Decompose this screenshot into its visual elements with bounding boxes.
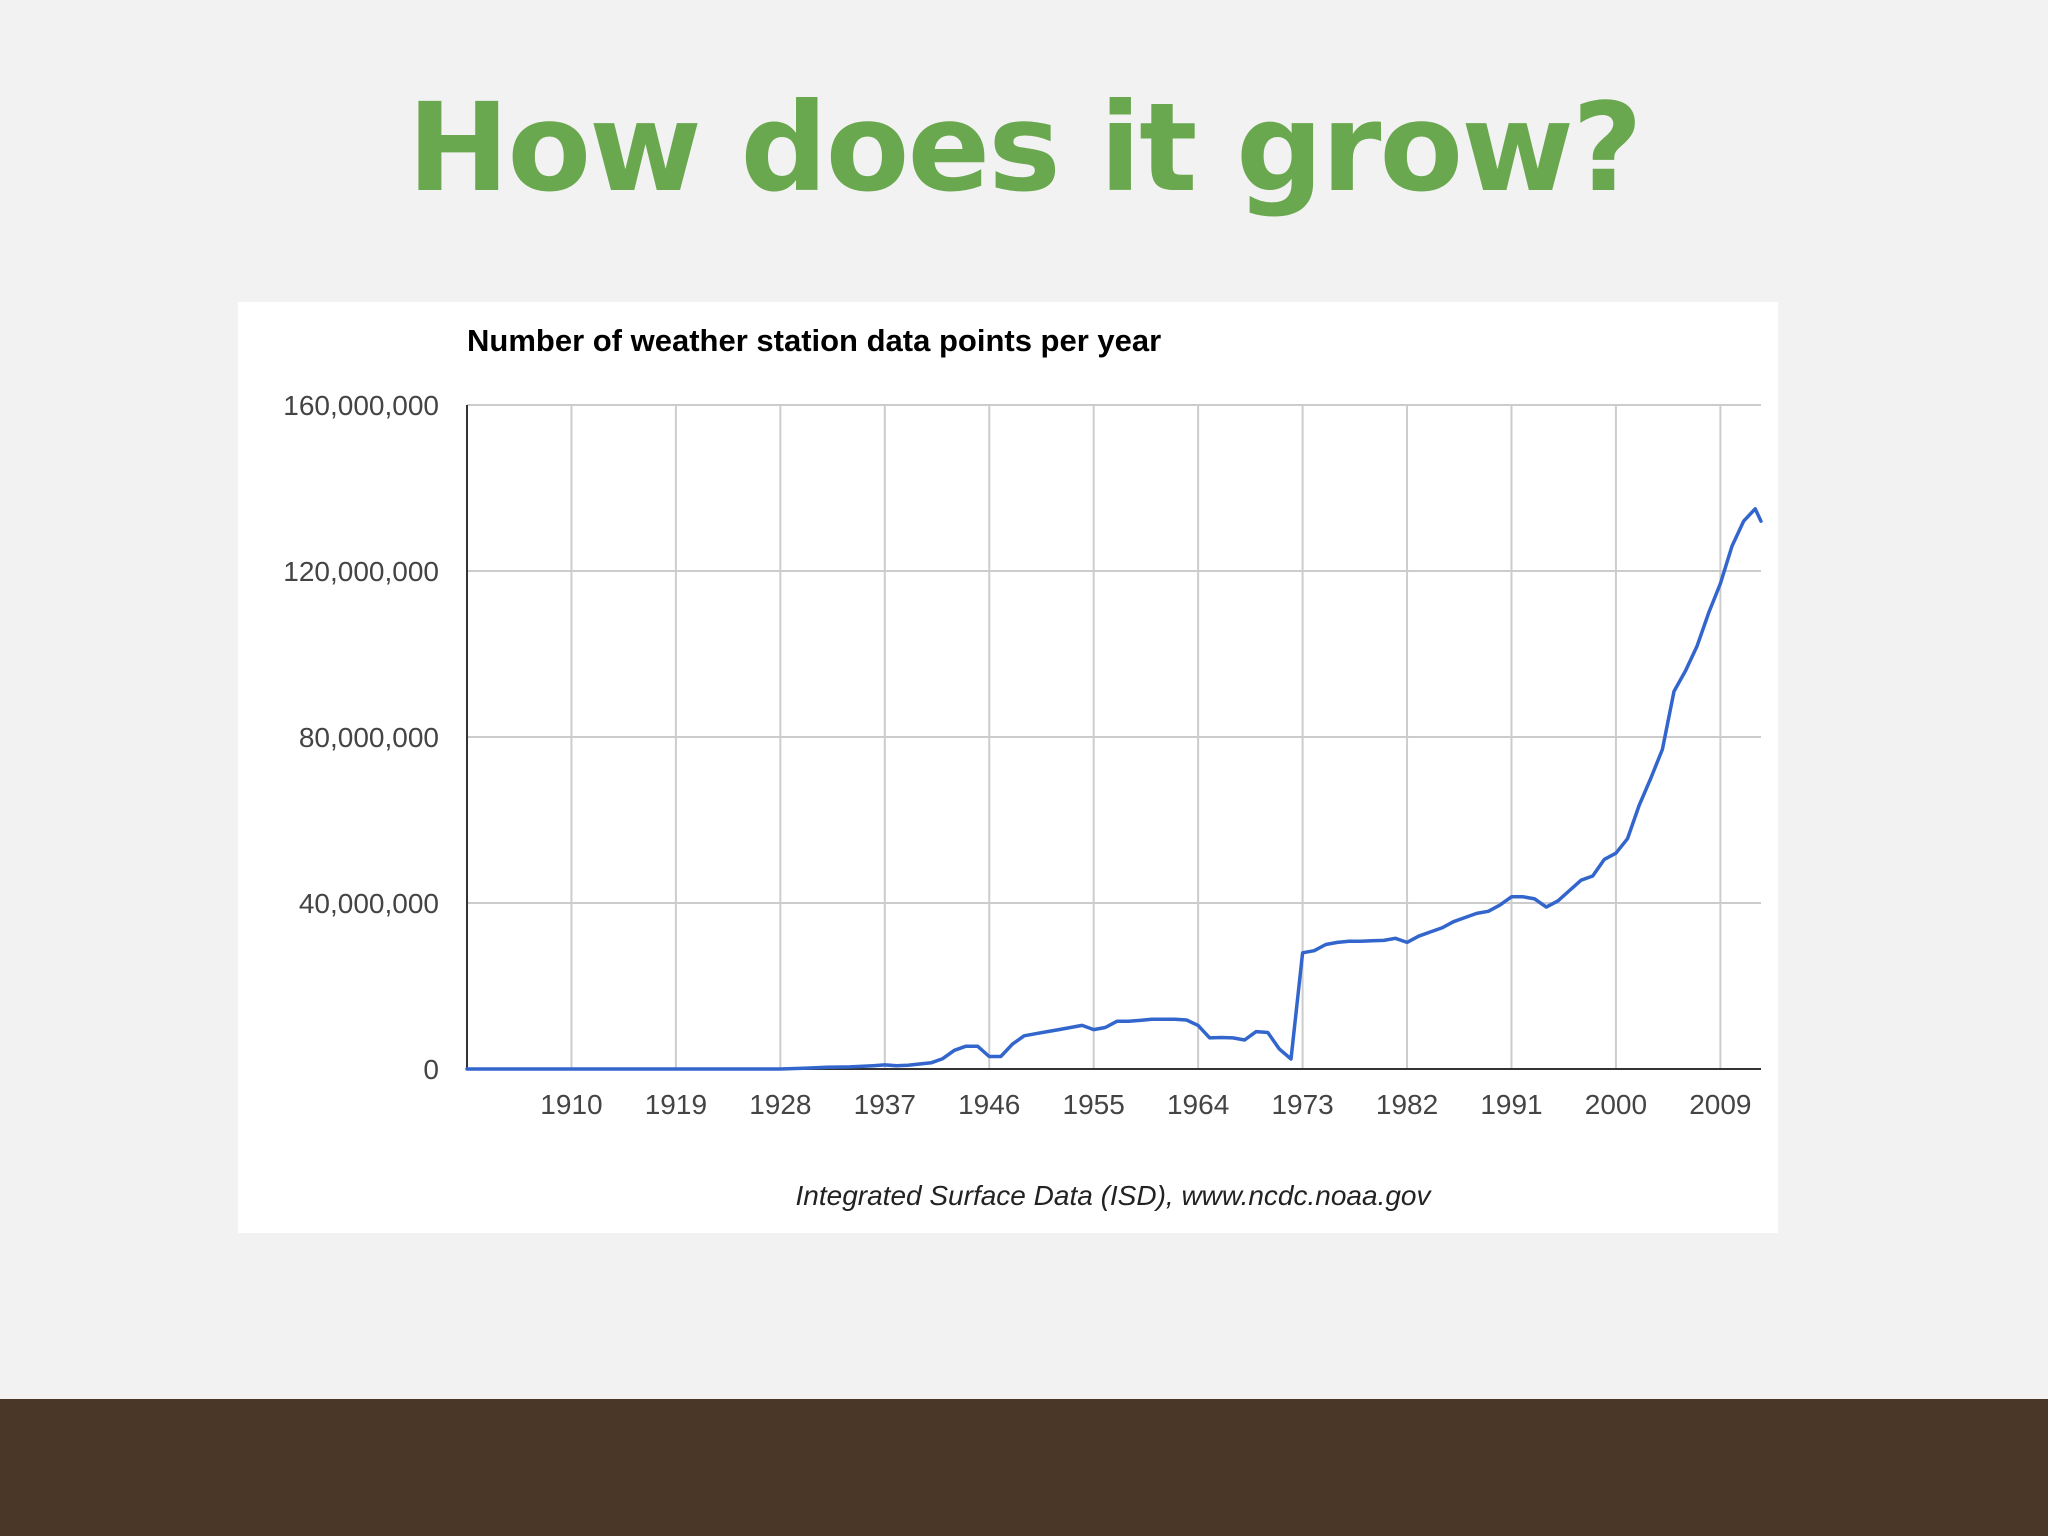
line-chart: Number of weather station data points pe…: [283, 323, 1763, 1211]
x-tick-label: 2009: [1689, 1089, 1751, 1120]
x-tick-label: 1964: [1167, 1089, 1229, 1120]
chart-gridlines: [467, 404, 1761, 1069]
y-axis-tick-labels: 0 40,000,000 80,000,000 120,000,000 160,000,…: [283, 390, 439, 1085]
x-tick-label: 1919: [645, 1089, 707, 1120]
chart-card: Number of weather station data points pe…: [238, 302, 1778, 1233]
y-tick-label: 0: [423, 1054, 439, 1085]
chart-series: [465, 507, 1763, 1071]
y-tick-label: 160,000,000: [283, 390, 439, 421]
x-tick-label: 2000: [1585, 1089, 1647, 1120]
chart-title: Number of weather station data points pe…: [467, 323, 1161, 358]
x-tick-label: 1982: [1376, 1089, 1438, 1120]
x-axis-tick-labels: 1910 1919 1928 1937 1946 1955 1964 1973 1982 1991…: [540, 1089, 1751, 1120]
x-tick-label: 1937: [854, 1089, 916, 1120]
x-tick-label: 1991: [1480, 1089, 1542, 1120]
x-tick-label: 1928: [749, 1089, 811, 1120]
chart-source-note: Integrated Surface Data (ISD), www.ncdc.…: [796, 1180, 1433, 1211]
x-tick-label: 1946: [958, 1089, 1020, 1120]
y-tick-label: 40,000,000: [299, 888, 439, 919]
series-line: [465, 507, 1763, 1071]
y-tick-label: 120,000,000: [283, 556, 439, 587]
x-tick-label: 1910: [540, 1089, 602, 1120]
slide-title: How does it grow?: [407, 77, 1642, 219]
x-tick-label: 1955: [1063, 1089, 1125, 1120]
x-tick-label: 1973: [1271, 1089, 1333, 1120]
y-tick-label: 80,000,000: [299, 722, 439, 753]
footer-bar: [0, 1399, 2048, 1536]
